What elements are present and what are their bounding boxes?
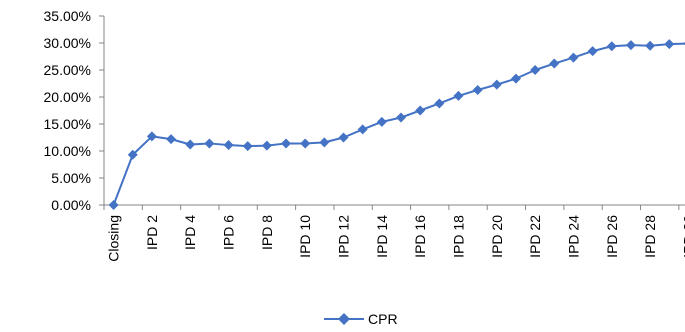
x-tick-label: IPD 12 bbox=[336, 215, 352, 258]
data-point-cpr bbox=[415, 105, 426, 116]
data-point-cpr bbox=[625, 40, 636, 51]
data-point-cpr bbox=[223, 140, 234, 151]
legend: CPR bbox=[324, 311, 398, 327]
x-tick-label: IPD 20 bbox=[489, 215, 505, 258]
data-point-cpr bbox=[357, 124, 368, 135]
data-point-cpr bbox=[261, 140, 272, 151]
data-point-cpr bbox=[338, 132, 349, 143]
legend-label-cpr: CPR bbox=[368, 311, 398, 327]
y-axis: 0.00% 5.00% 10.00% 15.00% 20.00% 25.00% 30.00%… bbox=[44, 8, 105, 213]
data-point-cpr bbox=[166, 134, 177, 145]
data-point-cpr bbox=[530, 65, 541, 75]
data-point-cpr bbox=[491, 79, 502, 90]
x-tick-label: IPD 26 bbox=[604, 215, 620, 258]
data-point-cpr bbox=[185, 139, 196, 150]
y-tick-label: 15.00% bbox=[44, 116, 91, 132]
x-tick-label: IPD 28 bbox=[642, 215, 658, 258]
x-tick-label: IPD 8 bbox=[259, 215, 275, 250]
x-tick-label: IPD 2 bbox=[144, 215, 160, 250]
data-point-cpr bbox=[510, 73, 521, 84]
x-tick-label: IPD 14 bbox=[374, 215, 390, 258]
data-point-cpr bbox=[472, 84, 483, 95]
data-point-cpr bbox=[453, 90, 464, 101]
legend-marker-cpr bbox=[338, 313, 350, 325]
x-tick-label: IPD 4 bbox=[182, 215, 198, 250]
x-tick-label: IPD 6 bbox=[221, 215, 237, 250]
data-point-cpr bbox=[108, 200, 119, 210]
data-point-cpr bbox=[606, 41, 617, 52]
data-point-cpr bbox=[549, 58, 560, 69]
y-tick-label: 30.00% bbox=[44, 35, 91, 51]
y-tick-label: 20.00% bbox=[44, 89, 91, 105]
series-line-cpr bbox=[112, 42, 685, 206]
data-point-cpr bbox=[396, 112, 406, 123]
x-tick-label: IPD 24 bbox=[565, 215, 581, 258]
data-point-cpr bbox=[127, 149, 138, 160]
data-point-cpr bbox=[664, 39, 675, 50]
x-tick-label: IPD 10 bbox=[297, 215, 313, 258]
y-tick-label: 25.00% bbox=[44, 62, 91, 78]
data-point-cpr bbox=[434, 98, 445, 109]
data-point-cpr bbox=[376, 116, 387, 127]
data-point-cpr bbox=[587, 46, 598, 57]
x-axis: Closing IPD 2 IPD 4 IPD 6 IPD 8 IPD 10 IPD 12 I… bbox=[103, 204, 685, 262]
y-tick-label: 35.00% bbox=[44, 8, 91, 24]
x-tick-label: IPD 18 bbox=[450, 215, 466, 258]
y-tick-label: 0.00% bbox=[51, 197, 91, 213]
x-tick-label: IPD 30 bbox=[680, 215, 685, 258]
x-tick-label: Closing bbox=[106, 215, 122, 262]
y-tick-label: 10.00% bbox=[44, 143, 91, 159]
data-point-cpr bbox=[300, 138, 311, 149]
data-point-cpr bbox=[568, 52, 579, 63]
data-point-cpr bbox=[645, 40, 656, 51]
data-point-cpr bbox=[281, 138, 292, 149]
data-point-cpr bbox=[204, 138, 215, 149]
x-tick-label: IPD 16 bbox=[412, 215, 428, 258]
series-cpr bbox=[108, 39, 685, 210]
data-point-cpr bbox=[242, 141, 253, 152]
y-tick-label: 5.00% bbox=[51, 170, 91, 186]
x-tick-label: IPD 22 bbox=[527, 215, 543, 258]
data-point-cpr bbox=[146, 131, 157, 142]
data-point-cpr bbox=[319, 137, 330, 148]
